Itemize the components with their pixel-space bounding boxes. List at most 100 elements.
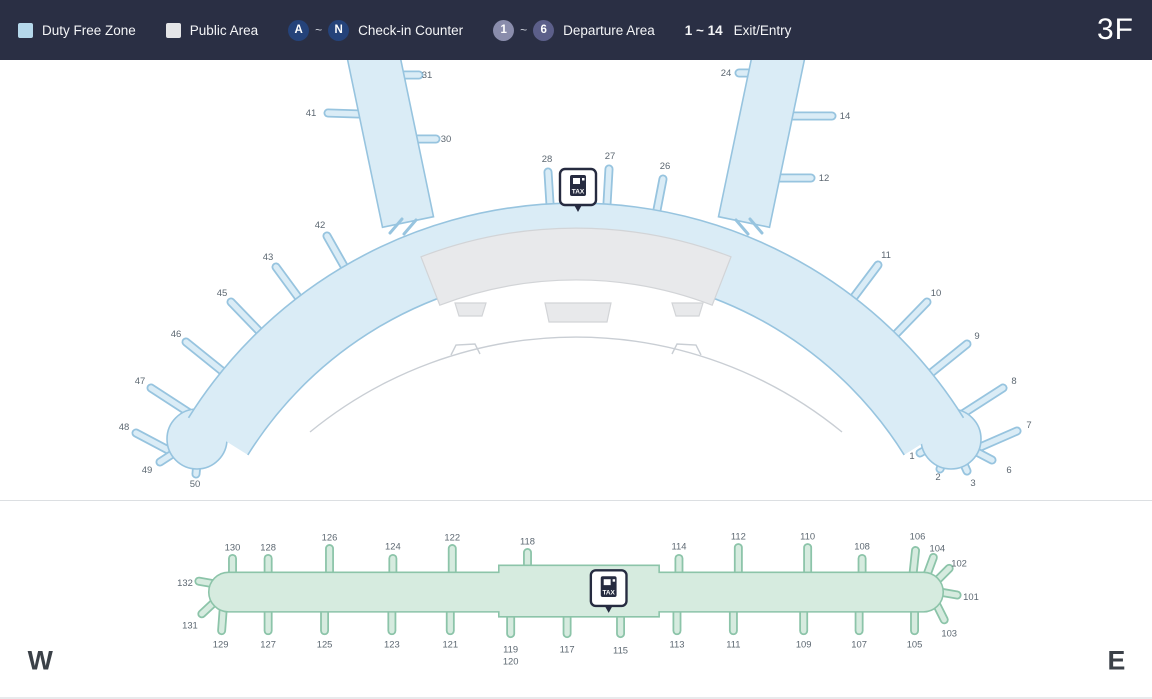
gate-label: 1 — [909, 451, 914, 462]
gate-label: 114 — [671, 541, 686, 552]
gate-label: 117 — [560, 643, 575, 654]
legend-label: Duty Free Zone — [42, 22, 136, 38]
gate-label: 27 — [605, 151, 616, 162]
legend-label: Exit/Entry — [733, 22, 792, 38]
gate-label: 115 — [613, 644, 628, 655]
tax-label: TAX — [602, 590, 615, 597]
gate-label: 49 — [142, 465, 153, 476]
gate-label: 103 — [941, 628, 957, 639]
gate-label: 12 — [819, 173, 830, 184]
gate-label: 130 — [225, 541, 241, 552]
gate-stub — [183, 339, 225, 374]
gate-label: 3 — [970, 478, 975, 489]
checkin-badge-n: N — [328, 19, 350, 41]
gate-label: 111 — [726, 639, 740, 650]
gate-stub — [325, 110, 362, 117]
gate-label: 120 — [503, 655, 519, 666]
legend: Duty Free Zone Public Area A ~ N Check-i… — [18, 19, 792, 41]
gate-stub — [324, 233, 347, 269]
checkin-badge-a: A — [288, 19, 310, 41]
arm-junction-marks — [388, 217, 764, 236]
gate-stub — [273, 264, 301, 300]
gate-label: 119 — [503, 643, 518, 654]
gate-label: 6 — [1006, 465, 1011, 476]
gate-label: 127 — [260, 639, 276, 650]
gate-label: 47 — [135, 376, 146, 387]
tilde-separator: ~ — [520, 23, 528, 37]
compass-east: E — [1108, 645, 1126, 675]
gate-stub — [928, 341, 970, 376]
gate-label: 43 — [263, 252, 274, 263]
legend-checkin-counter: A ~ N Check-in Counter — [288, 19, 464, 41]
tax-refund-icon: TAX — [558, 167, 598, 212]
concourse-pier — [208, 564, 944, 618]
gate-label: 24 — [721, 68, 732, 79]
gate-label: 131 — [182, 620, 198, 631]
gate-label: 31 — [422, 70, 433, 81]
gate-label: 11 — [881, 250, 891, 261]
gate-stub — [604, 166, 612, 207]
gate-label: 26 — [660, 161, 671, 172]
tax-label: TAX — [572, 189, 585, 196]
terminal-arm-west — [346, 60, 435, 229]
gate-label: 104 — [929, 542, 945, 553]
gate-stub — [958, 385, 1006, 418]
gate-label: 124 — [385, 541, 401, 552]
gate-stub — [148, 385, 194, 417]
gate-label: 113 — [669, 639, 684, 650]
legend-exit-entry: 1 ~ 14 Exit/Entry — [685, 23, 792, 38]
gate-stub — [654, 176, 666, 213]
gate-label: 14 — [840, 111, 851, 122]
tilde-separator: ~ — [315, 23, 323, 37]
gate-stub — [545, 169, 553, 207]
floor-indicator: 3F — [1096, 13, 1134, 46]
departure-badge-6: 6 — [533, 19, 555, 41]
gate-label: 2 — [935, 472, 940, 483]
duty-free-swatch — [18, 22, 33, 38]
gate-label: 105 — [907, 639, 923, 650]
legend-label: Check-in Counter — [358, 22, 464, 38]
legend-departure-area: 1 ~ 6 Departure Area — [493, 19, 655, 41]
gate-label: 45 — [217, 288, 228, 299]
gate-label: 28 — [542, 154, 553, 165]
gate-label: 110 — [800, 531, 815, 542]
gate-label: 50 — [190, 479, 201, 490]
gate-label: 9 — [974, 331, 979, 342]
gate-stub — [893, 299, 930, 337]
gate-label: 118 — [520, 536, 535, 547]
concourse-map: TAX 130 128 126 124 122 118 114 112 110 108 106104… — [0, 501, 1152, 699]
terminal-arm-east — [717, 60, 806, 229]
departure-badge-1: 1 — [493, 19, 515, 41]
gate-label: 48 — [119, 422, 130, 433]
gate-label: 112 — [731, 531, 746, 542]
gate-stub — [133, 430, 173, 454]
gate-label: 128 — [260, 541, 276, 552]
gate-label: 121 — [442, 639, 458, 650]
gate-label: 126 — [322, 532, 338, 543]
lower-floor-outline — [309, 336, 843, 433]
gate-label: 106 — [910, 531, 926, 542]
exit-entry-range: 1 ~ 14 — [684, 22, 723, 38]
public-area-swatch — [165, 22, 181, 38]
gate-label: 107 — [851, 639, 867, 650]
gate-label: 8 — [1011, 376, 1016, 387]
gate-label: 46 — [171, 329, 182, 340]
gate-label: 125 — [317, 639, 333, 650]
legend-label: Departure Area — [563, 22, 655, 38]
legend-label: Public Area — [189, 22, 259, 38]
gate-stub — [975, 428, 1020, 451]
compass-west: W — [28, 645, 54, 675]
gate-label: 7 — [1026, 420, 1031, 431]
gate-label: 41 — [306, 108, 317, 119]
gate-label: 122 — [444, 532, 460, 543]
legend-duty-free-zone: Duty Free Zone — [18, 22, 136, 38]
gate-label: 109 — [796, 639, 812, 650]
gate-label: 42 — [315, 220, 326, 231]
terminal-gate-stubs — [131, 68, 1022, 479]
terminal-band — [188, 203, 964, 455]
gate-label: 101 — [963, 591, 979, 602]
gate-label: 30 — [441, 134, 452, 145]
tax-refund-icon: TAX — [589, 569, 628, 613]
